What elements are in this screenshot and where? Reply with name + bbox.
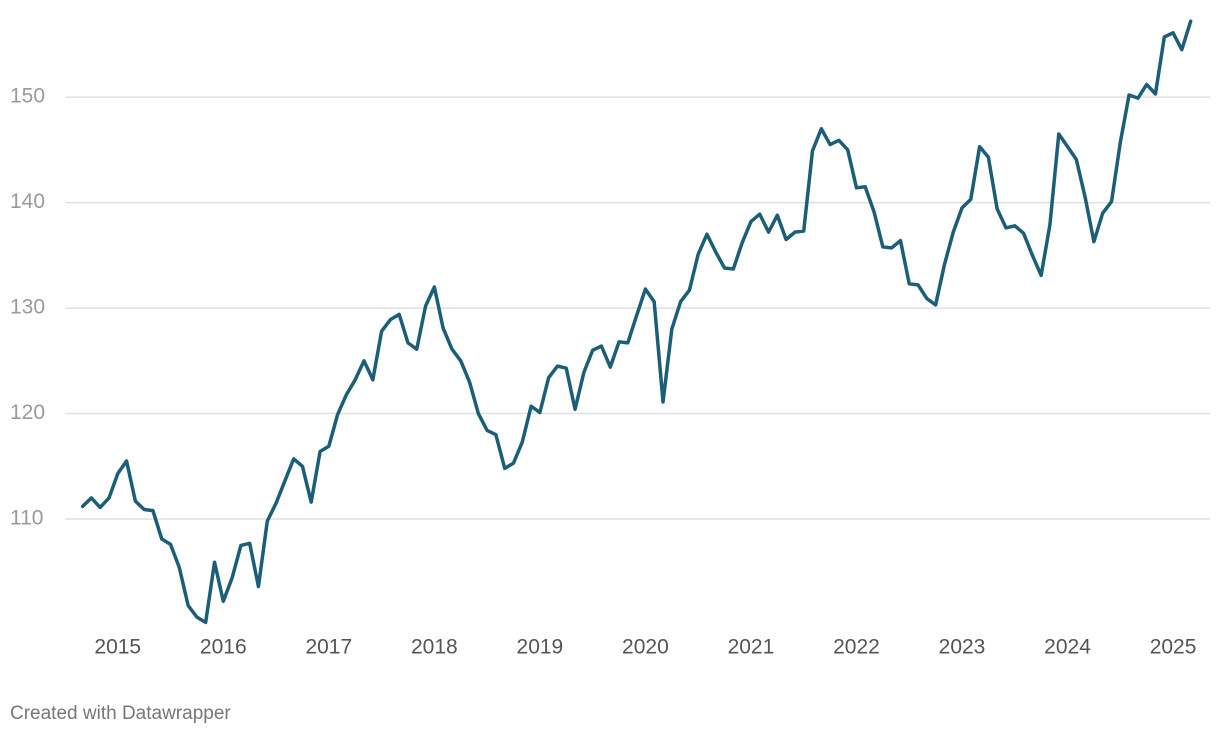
x-tick-label: 2023 <box>939 636 986 659</box>
x-tick-label: 2016 <box>200 636 247 659</box>
y-tick-label: 110 <box>10 507 43 530</box>
y-tick-label: 130 <box>10 296 45 319</box>
line <box>80 19 1193 625</box>
y-tick-label: 150 <box>10 85 45 108</box>
x-tick-label: 2024 <box>1044 636 1091 659</box>
y-tick-label: 120 <box>10 401 45 424</box>
y-tick-label: 140 <box>10 190 45 213</box>
x-tick-label: 2015 <box>94 636 141 659</box>
x-tick-label: 2019 <box>517 636 564 659</box>
x-tick-label: 2025 <box>1150 636 1197 659</box>
x-tick-label: 2021 <box>728 636 775 659</box>
x-tick-label: 2017 <box>305 636 352 659</box>
credit: Created with Datawrapper <box>10 703 231 724</box>
x-tick-label: 2022 <box>833 636 880 659</box>
x-tick-label: 2018 <box>411 636 458 659</box>
x-tick-label: 2020 <box>622 636 669 659</box>
